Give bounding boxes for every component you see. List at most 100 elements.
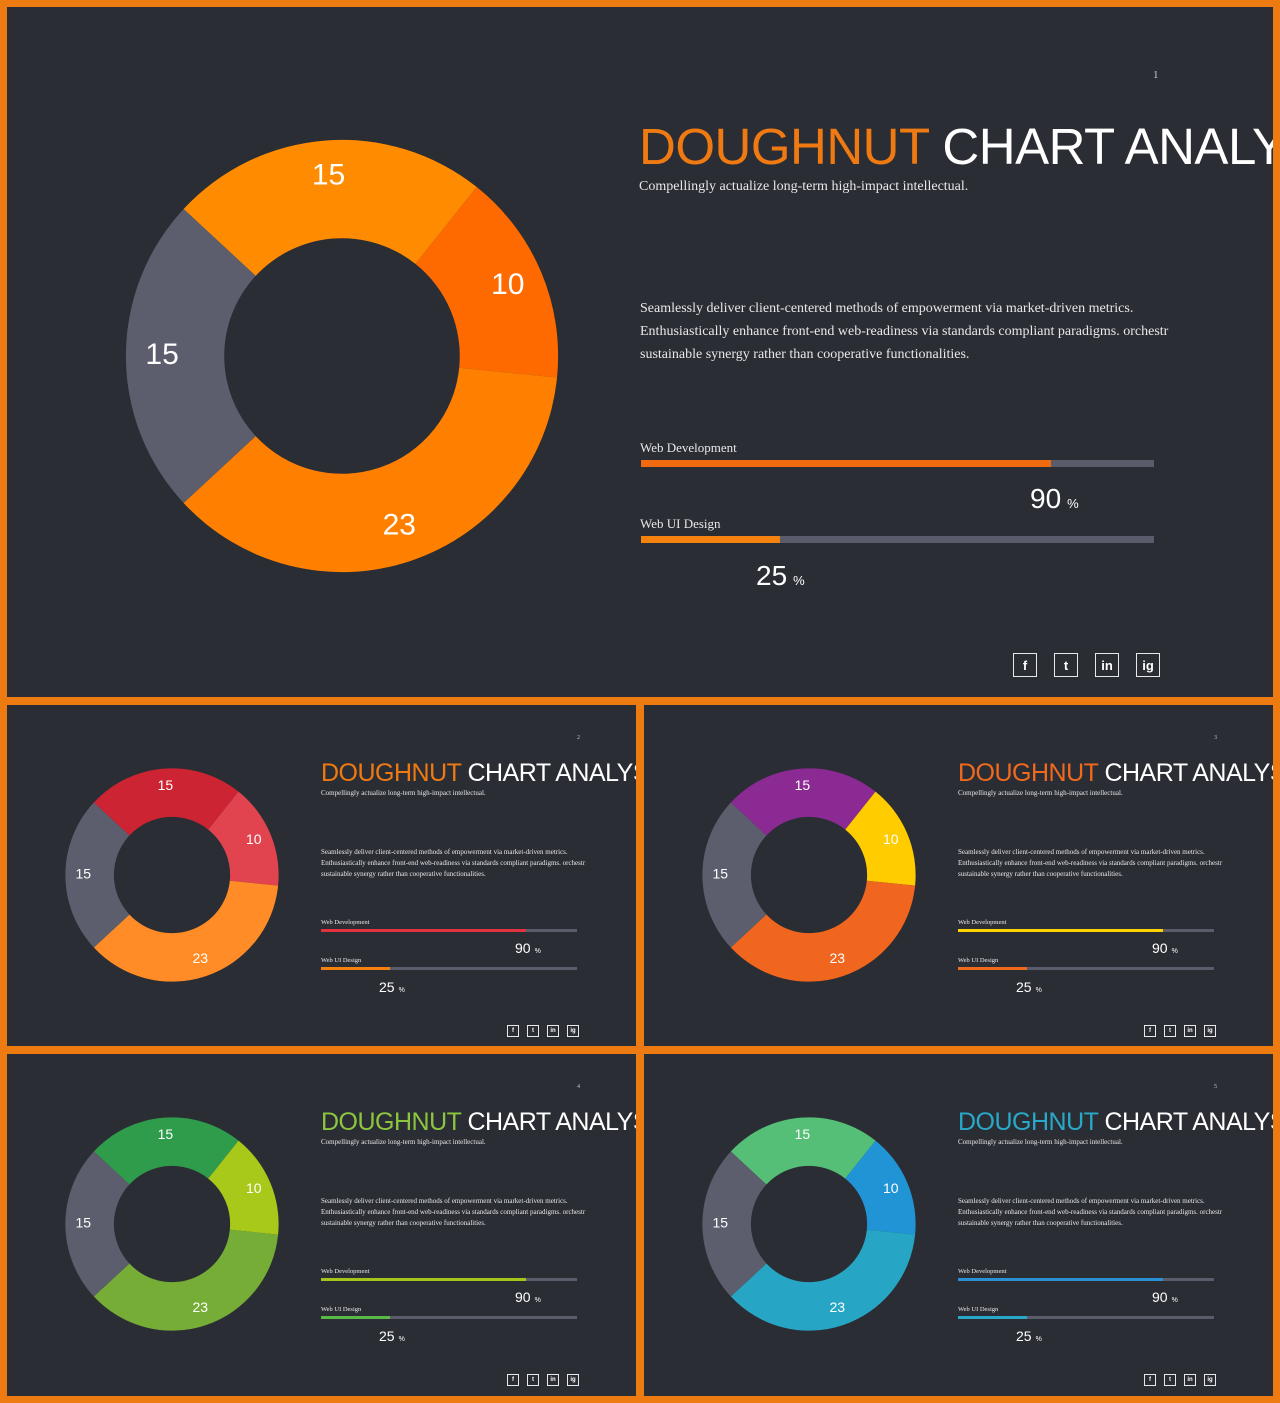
slice-value-label: 15 [312,159,345,192]
donut-slice [65,1151,130,1297]
donut-slice [125,209,256,503]
slice-value-label: 10 [246,1180,262,1196]
bar-label-web-ui-design: Web UI Design [640,516,721,531]
progress-bar-web-ui-design [958,967,1214,970]
slide-title: DOUGHNUT CHART ANALYSIS [321,759,636,788]
bar-value-number: 90 [515,1289,531,1305]
linkedin-icon[interactable]: in [547,1374,559,1386]
linkedin-icon[interactable]: in [1184,1374,1196,1386]
donut-slice [93,1229,279,1331]
slice-value-label: 15 [795,1126,811,1142]
slice-value-label: 15 [158,777,174,793]
bar-value-web-development: 90% [1152,940,1178,956]
slide-1: 15 10 23 15 1 DOUGHNUT CHART ANALYSIS Compe… [7,7,1273,697]
progress-fill [958,967,1028,970]
title-accent: DOUGHNUT [321,1108,461,1136]
progress-fill [958,1316,1028,1319]
progress-bar-web-development [641,460,1154,467]
body-line: Enthusiastically enhance front-end web-r… [958,1208,1223,1216]
donut-slice [208,791,279,886]
title-rest: CHART ANALYSIS [1104,759,1273,787]
donut-slice [208,1140,279,1235]
donut-slice [93,768,239,836]
bar-label-web-development: Web Development [321,919,370,926]
bar-value-unit: % [534,948,541,955]
bar-value-unit: % [398,987,405,994]
body-line: sustainable synergy rather than cooperat… [958,1219,1123,1227]
bar-value-web-ui-design: 25% [1016,1328,1042,1344]
donut-slice [702,1151,767,1297]
bar-value-web-ui-design: 25% [756,560,805,592]
donut-slice [93,880,279,982]
facebook-icon[interactable]: f [1144,1374,1156,1386]
progress-bar-web-development [958,929,1214,932]
bar-value-number: 90 [1152,1289,1168,1305]
twitter-icon[interactable]: t [1054,653,1078,677]
slice-value-label: 15 [75,1215,91,1231]
twitter-icon[interactable]: t [527,1374,539,1386]
instagram-icon[interactable]: ig [1204,1374,1216,1386]
subtitle: Compellingly actualize long-term high-im… [958,789,1123,797]
doughnut-chart: 15 10 23 15 [125,139,559,573]
body-text: Seamlessly deliver client-centered metho… [640,297,1200,366]
bar-value-number: 25 [379,979,395,995]
page-number: 4 [577,1084,580,1090]
progress-fill [321,967,391,970]
slide-5: 15 10 23 15 5 DOUGHNUT CHART ANALYSIS Compe… [644,1054,1273,1396]
social-links: f t in ig [1144,1374,1216,1386]
twitter-icon[interactable]: t [1164,1025,1176,1037]
bar-value-number: 90 [1030,483,1062,514]
linkedin-icon[interactable]: in [1184,1025,1196,1037]
bar-value-number: 90 [515,940,531,956]
facebook-icon[interactable]: f [507,1025,519,1037]
bar-value-web-ui-design: 25% [1016,979,1042,995]
progress-bar-web-ui-design [958,1316,1214,1319]
facebook-icon[interactable]: f [1144,1025,1156,1037]
slice-value-label: 10 [883,831,899,847]
body-line: sustainable synergy rather than cooperat… [321,870,486,878]
progress-fill [321,1316,391,1319]
body-line: Enthusiastically enhance front-end web-r… [321,1208,586,1216]
linkedin-icon[interactable]: in [547,1025,559,1037]
instagram-icon[interactable]: ig [1136,653,1160,677]
progress-bar-web-ui-design [321,1316,577,1319]
body-text: Seamlessly deliver client-centered metho… [958,1196,1248,1229]
doughnut-chart: 15 10 23 15 [702,1117,916,1331]
slice-value-label: 10 [246,831,262,847]
body-text: Seamlessly deliver client-centered metho… [321,847,611,880]
slice-value-label: 23 [829,950,845,966]
bar-value-unit: % [1035,1336,1042,1343]
facebook-icon[interactable]: f [507,1374,519,1386]
twitter-icon[interactable]: t [527,1025,539,1037]
title-accent: DOUGHNUT [958,759,1098,787]
progress-bar-web-ui-design [641,536,1154,543]
donut-slice [702,802,767,948]
instagram-icon[interactable]: ig [567,1374,579,1386]
bar-value-web-development: 90% [515,940,541,956]
doughnut-chart: 15 10 23 15 [65,1117,279,1331]
progress-fill [641,536,780,543]
instagram-icon[interactable]: ig [567,1025,579,1037]
bar-label-web-development: Web Development [640,440,737,455]
bar-value-number: 25 [1016,1328,1032,1344]
twitter-icon[interactable]: t [1164,1374,1176,1386]
bar-value-web-ui-design: 25% [379,1328,405,1344]
body-line: Seamlessly deliver client-centered metho… [958,1197,1205,1205]
title-rest: CHART ANALYSIS [467,1108,636,1136]
instagram-icon[interactable]: ig [1204,1025,1216,1037]
bar-value-number: 25 [379,1328,395,1344]
bar-value-web-development: 90% [1030,483,1079,515]
bar-value-unit: % [1171,948,1178,955]
title-accent: DOUGHNUT [958,1108,1098,1136]
subtitle: Compellingly actualize long-term high-im… [639,179,969,194]
slide-title: DOUGHNUT CHART ANALYSIS [958,759,1273,788]
linkedin-icon[interactable]: in [1095,653,1119,677]
donut-slice [730,880,916,982]
slice-value-label: 15 [795,777,811,793]
bar-value-web-development: 90% [1152,1289,1178,1305]
bar-label-web-development: Web Development [321,1268,370,1275]
page-number: 2 [577,735,580,741]
progress-fill [958,1278,1163,1281]
page-number: 1 [1153,69,1159,81]
facebook-icon[interactable]: f [1013,653,1037,677]
